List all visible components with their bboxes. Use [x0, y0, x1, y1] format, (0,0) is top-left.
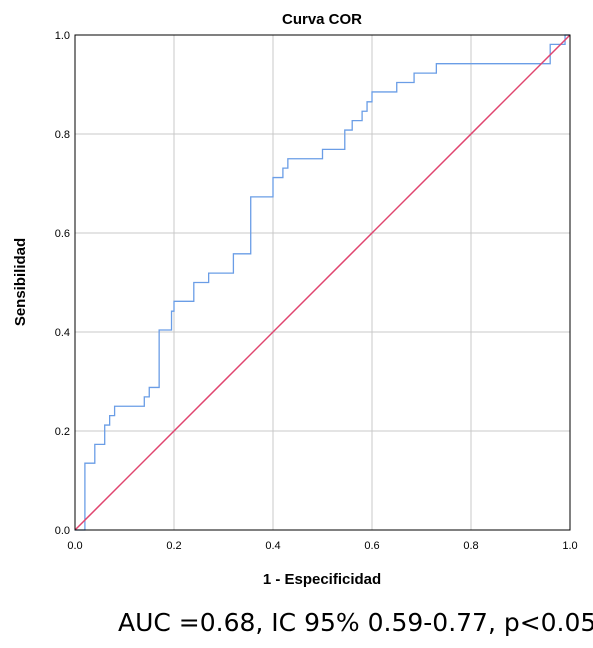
x-tick-label: 1.0 [562, 540, 577, 552]
roc-curve-line [75, 34, 570, 531]
y-tick-label: 1.0 [55, 30, 70, 42]
reference-diagonal-line [74, 34, 571, 531]
x-tick-label: 0.6 [364, 540, 379, 552]
y-tick-label: 0.8 [55, 129, 70, 141]
chart-title: Curva COR [282, 11, 362, 28]
x-axis-label: 1 - Especificidad [263, 571, 381, 588]
x-tick-label: 0.4 [265, 540, 280, 552]
x-tick-label: 0.8 [463, 540, 478, 552]
x-tick-labels: 0.0 0.2 0.4 0.6 0.8 1.0 [67, 540, 577, 552]
y-tick-labels: 0.0 0.2 0.4 0.6 0.8 1.0 [55, 30, 70, 537]
y-tick-label: 0.2 [55, 426, 70, 438]
x-tick-label: 0.0 [67, 540, 82, 552]
y-tick-label: 0.0 [55, 525, 70, 537]
y-axis-label: Sensibilidad [12, 238, 29, 326]
y-tick-label: 0.4 [55, 327, 70, 339]
auc-caption: AUC =0.68, IC 95% 0.59-0.77, p<0.05 [118, 608, 593, 637]
roc-chart: Curva COR 0.0 0.2 0.4 0.6 0.8 1.0 0.00.20.40.… [12, 11, 578, 588]
plot-frame [74, 34, 571, 531]
x-tick-label: 0.2 [166, 540, 181, 552]
y-tick-label: 0.6 [55, 228, 70, 240]
series-group [74, 34, 571, 531]
